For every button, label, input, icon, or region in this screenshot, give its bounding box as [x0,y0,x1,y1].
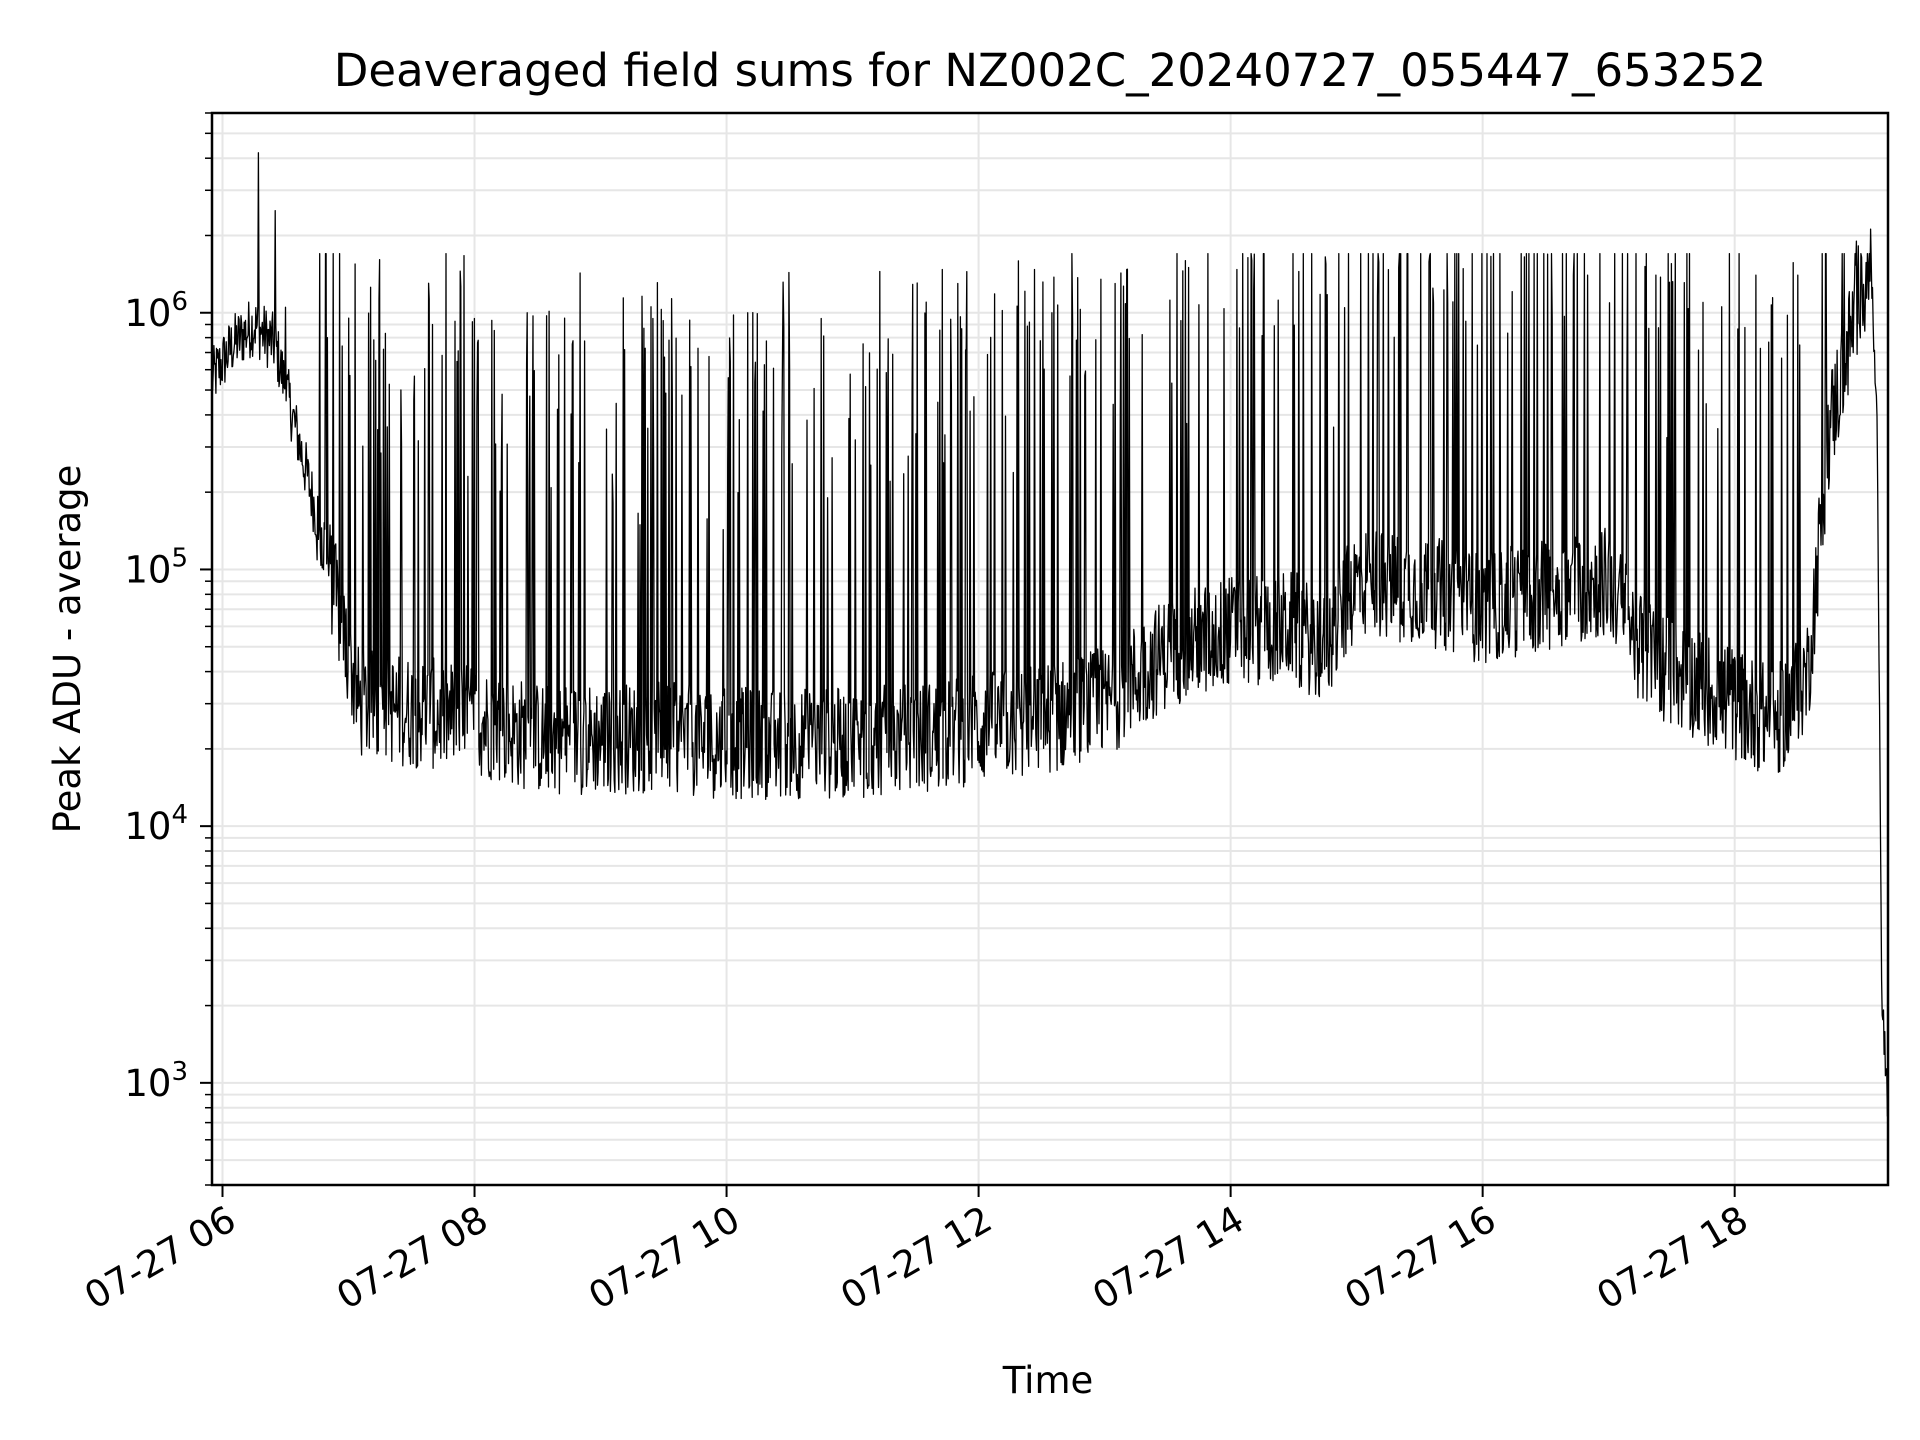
y-tick-label: 106 [124,287,188,335]
x-axis-label: Time [1002,1359,1094,1402]
y-axis-label: Peak ADU - average [46,465,89,834]
plot-frame [210,111,1890,1187]
series-line [212,152,1888,1117]
series-group [212,152,1888,1117]
y-tick-label: 104 [124,800,188,848]
chart-title: Deaveraged field sums for NZ002C_2024072… [334,44,1766,97]
y-tick-label: 105 [124,543,188,591]
y-tick-label: 103 [124,1057,188,1105]
